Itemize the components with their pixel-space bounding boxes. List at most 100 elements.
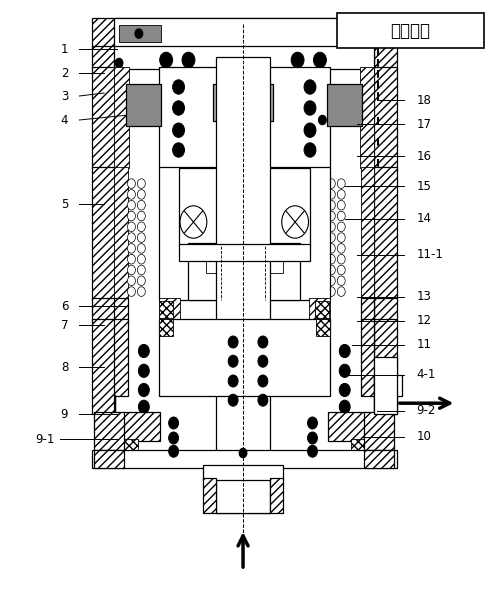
- Bar: [364, 412, 394, 451]
- Circle shape: [258, 336, 268, 348]
- Bar: [92, 18, 397, 48]
- Circle shape: [327, 265, 335, 275]
- Bar: [126, 84, 161, 126]
- Bar: [374, 167, 397, 300]
- Bar: [114, 167, 128, 300]
- Bar: [92, 319, 115, 414]
- Text: 1: 1: [61, 43, 68, 56]
- Bar: [216, 466, 270, 513]
- Text: 18: 18: [417, 94, 432, 107]
- Bar: [270, 478, 283, 513]
- Bar: [360, 67, 374, 168]
- Bar: [114, 319, 128, 396]
- Circle shape: [337, 190, 345, 199]
- Circle shape: [182, 52, 195, 68]
- Bar: [227, 78, 259, 135]
- Circle shape: [327, 244, 335, 253]
- Circle shape: [137, 265, 145, 275]
- Circle shape: [138, 364, 149, 377]
- Text: 14: 14: [417, 212, 432, 226]
- Bar: [188, 243, 300, 300]
- Bar: [94, 412, 124, 451]
- Circle shape: [137, 233, 145, 242]
- Circle shape: [308, 417, 317, 429]
- Bar: [114, 18, 374, 48]
- Bar: [92, 167, 115, 300]
- Circle shape: [127, 276, 135, 286]
- Bar: [213, 84, 273, 121]
- Text: 8: 8: [61, 361, 68, 374]
- Text: 15: 15: [417, 179, 432, 193]
- Bar: [337, 13, 484, 48]
- Circle shape: [180, 206, 207, 238]
- Bar: [119, 25, 161, 42]
- Circle shape: [327, 254, 335, 264]
- Text: 12: 12: [417, 314, 432, 328]
- Circle shape: [327, 222, 335, 232]
- Circle shape: [304, 80, 316, 94]
- Bar: [159, 298, 180, 321]
- Circle shape: [337, 254, 345, 264]
- Circle shape: [318, 115, 326, 125]
- Bar: [123, 439, 138, 450]
- Circle shape: [327, 287, 335, 296]
- Circle shape: [258, 375, 268, 387]
- Circle shape: [137, 179, 145, 188]
- Circle shape: [337, 276, 345, 286]
- Circle shape: [137, 211, 145, 221]
- Bar: [203, 465, 283, 480]
- Bar: [309, 298, 330, 321]
- Circle shape: [137, 276, 145, 286]
- Text: 9-2: 9-2: [417, 404, 436, 418]
- Bar: [328, 412, 366, 441]
- Circle shape: [308, 432, 317, 444]
- Bar: [216, 81, 270, 144]
- Circle shape: [137, 254, 145, 264]
- Circle shape: [137, 287, 145, 296]
- Circle shape: [304, 123, 316, 137]
- Circle shape: [291, 52, 304, 68]
- Text: 4-1: 4-1: [417, 368, 436, 382]
- Text: 7: 7: [61, 319, 68, 332]
- Text: 5: 5: [61, 197, 68, 211]
- Circle shape: [258, 394, 268, 406]
- Bar: [159, 319, 330, 396]
- Bar: [159, 319, 173, 336]
- Bar: [374, 298, 397, 321]
- Bar: [374, 375, 402, 396]
- Circle shape: [327, 190, 335, 199]
- Circle shape: [337, 179, 345, 188]
- Bar: [206, 261, 283, 273]
- Text: 6: 6: [61, 299, 68, 313]
- Circle shape: [138, 383, 149, 397]
- Circle shape: [327, 233, 335, 242]
- Circle shape: [137, 222, 145, 232]
- Bar: [92, 67, 115, 168]
- Circle shape: [137, 200, 145, 210]
- Circle shape: [327, 200, 335, 210]
- Circle shape: [127, 244, 135, 253]
- Circle shape: [327, 211, 335, 221]
- Circle shape: [127, 254, 135, 264]
- Circle shape: [137, 244, 145, 253]
- Text: 3: 3: [61, 89, 68, 103]
- Circle shape: [138, 344, 149, 358]
- Circle shape: [173, 101, 185, 115]
- Circle shape: [137, 190, 145, 199]
- Text: 17: 17: [417, 118, 432, 131]
- Bar: [374, 357, 397, 414]
- Text: 控制单元: 控制单元: [390, 22, 431, 40]
- Bar: [361, 298, 374, 321]
- Circle shape: [304, 143, 316, 157]
- Bar: [114, 298, 128, 321]
- Bar: [374, 67, 397, 168]
- Text: 11: 11: [417, 338, 432, 352]
- Bar: [364, 450, 394, 468]
- Circle shape: [258, 355, 268, 367]
- Circle shape: [308, 445, 317, 457]
- Circle shape: [339, 400, 350, 413]
- Circle shape: [228, 336, 238, 348]
- Bar: [374, 46, 397, 69]
- Circle shape: [138, 400, 149, 413]
- Circle shape: [115, 58, 123, 68]
